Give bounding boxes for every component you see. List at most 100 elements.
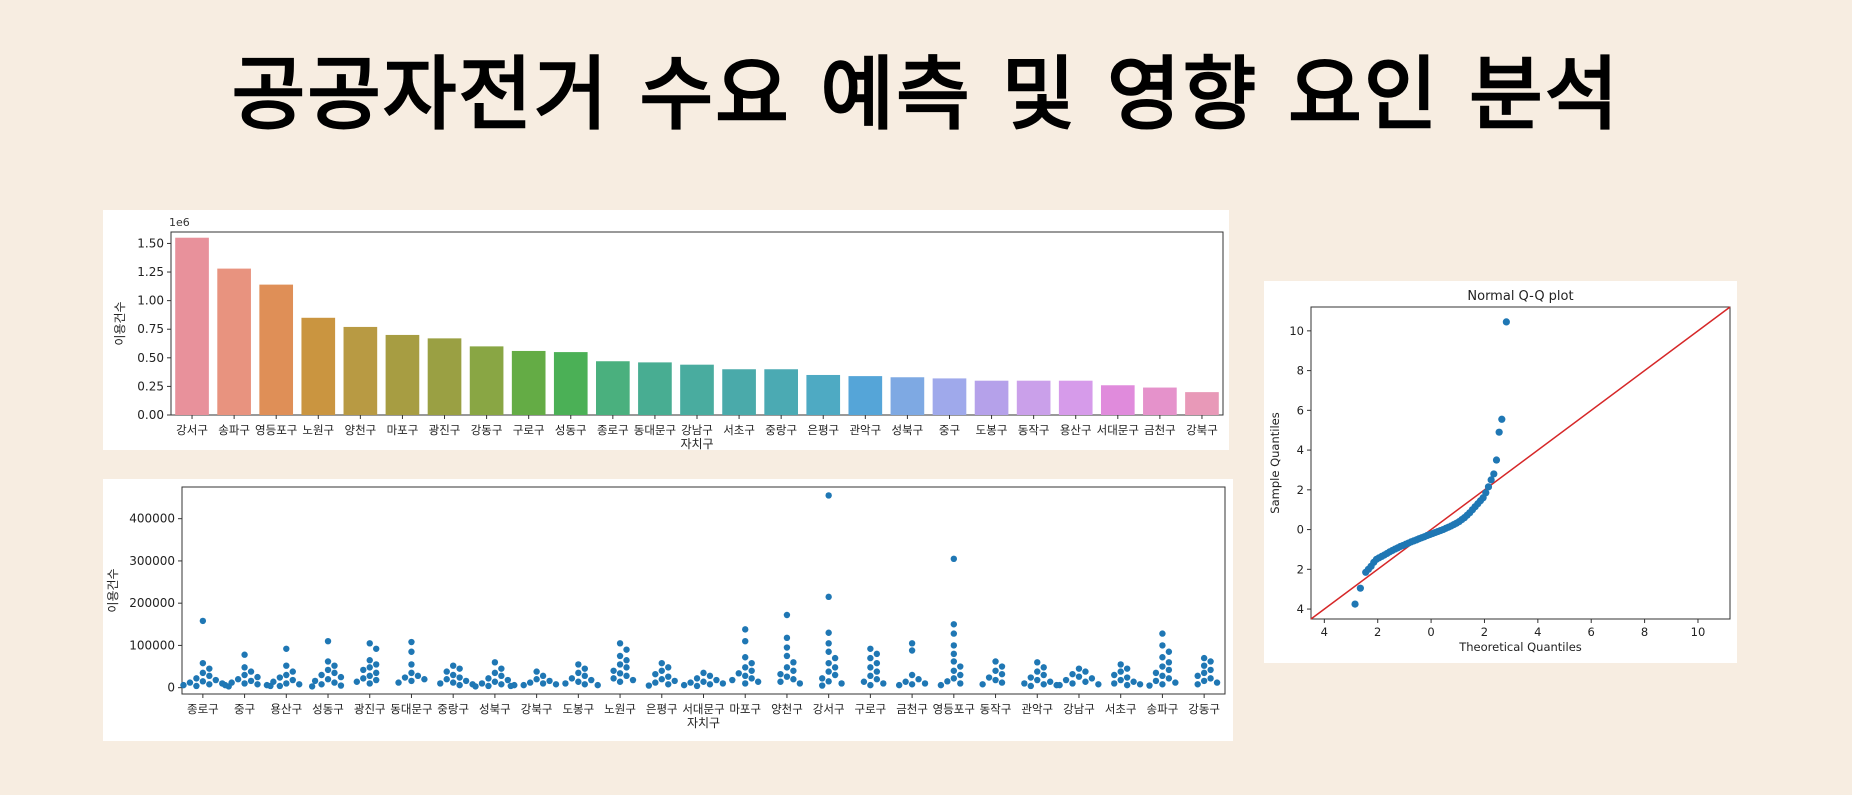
swarm-x-axis-label: 자치구: [687, 716, 720, 730]
bar-x-tick-label: 노원구: [302, 423, 334, 437]
swarm-point: [783, 644, 791, 651]
swarm-point: [247, 668, 255, 675]
swarm-point: [296, 681, 303, 688]
swarm-point: [533, 668, 540, 675]
swarm-point: [992, 667, 999, 674]
swarm-point: [1146, 682, 1153, 689]
bar-x-tick-label: 관악구: [849, 423, 881, 437]
swarm-point: [998, 679, 1006, 686]
swarm-point: [735, 670, 742, 677]
swarm-point: [437, 680, 444, 687]
swarm-chart: 0 100000 200000 300000 400000 종로구 중구 용산구 성동구 광진구 동…: [106, 486, 1226, 730]
swarm-point: [1200, 654, 1208, 662]
swarm-x-tick-label: 관악구: [1021, 702, 1053, 716]
swarm-point: [742, 654, 749, 661]
bar: [217, 268, 251, 415]
swarm-point: [241, 680, 248, 687]
bar-x-tick-label: 양천구: [344, 423, 376, 437]
swarm-point: [324, 658, 332, 665]
swarm-point: [337, 682, 345, 689]
swarm-point: [539, 680, 547, 687]
swarm-point: [729, 676, 736, 684]
swarm-point: [950, 658, 958, 665]
swarm-x-tick-label: 중랑구: [437, 702, 469, 716]
swarm-point: [507, 682, 514, 690]
swarm-point: [742, 672, 749, 680]
bar-x-tick-label: 성동구: [555, 423, 587, 437]
swarm-point: [873, 650, 881, 658]
swarm-point: [443, 676, 450, 683]
bar: [890, 377, 925, 415]
swarm-point: [860, 678, 868, 685]
swarm-point: [449, 671, 457, 679]
bar-y-axis-label: 이용건수: [113, 301, 127, 345]
swarm-point: [1034, 668, 1041, 675]
qq-point: [1351, 600, 1359, 608]
swarm-point: [193, 675, 200, 682]
swarm-point: [783, 673, 791, 680]
swarm-point: [456, 665, 463, 672]
bar: [764, 369, 798, 415]
swarm-point: [318, 671, 325, 679]
qq-y-tick-label: 10: [1289, 324, 1304, 338]
swarm-point: [873, 668, 881, 675]
swarm-point: [395, 679, 402, 686]
swarm-point: [719, 680, 727, 687]
swarm-point: [414, 672, 422, 680]
qq-point: [1495, 428, 1503, 436]
bar-scale-label: 1e6: [169, 216, 190, 229]
swarm-point: [594, 681, 601, 689]
swarm-point: [1069, 670, 1076, 678]
swarm-point: [456, 681, 463, 689]
bar-x-tick-label: 강북구: [1186, 423, 1218, 437]
swarm-x-tick-label: 성동구: [312, 702, 344, 716]
swarm-point: [283, 671, 290, 679]
swarm-point: [819, 675, 826, 682]
swarm-point: [895, 681, 903, 689]
swarm-point: [324, 666, 332, 674]
swarm-point: [867, 681, 874, 689]
swarm-x-tick-label: 강서구: [813, 702, 845, 716]
swarm-x-tick-label: 종로구: [187, 702, 219, 716]
swarm-point: [485, 682, 492, 690]
swarm-point: [700, 669, 707, 677]
swarm-x-tick-label: 강남구: [1063, 702, 1095, 716]
bar-y-tick-label: 0.25: [137, 379, 164, 393]
swarm-point: [1159, 663, 1166, 670]
swarm-point: [950, 630, 958, 637]
bar: [722, 369, 756, 415]
swarm-y-axis-label: 이용건수: [106, 568, 120, 612]
qq-plot-frame: [1310, 306, 1731, 620]
bar-y-tick-label: 1.00: [137, 294, 164, 308]
swarm-point: [228, 679, 235, 686]
swarm-point: [373, 676, 380, 684]
qq-y-tick-label: 4: [1297, 602, 1304, 616]
swarm-x-tick-label: 도봉구: [562, 702, 594, 716]
swarm-point: [449, 662, 457, 669]
bar-x-tick-label: 용산구: [1060, 423, 1092, 437]
swarm-x-tick-label: 동대문구: [390, 702, 432, 716]
bar-x-tick-label: 서초구: [723, 423, 755, 437]
qq-point: [1492, 456, 1501, 464]
swarm-point: [206, 665, 213, 672]
swarm-point: [456, 674, 463, 681]
swarm-point: [324, 637, 332, 645]
swarm-point: [957, 663, 964, 670]
swarm-point: [241, 664, 248, 671]
qq-y-tick-label: 2: [1297, 483, 1304, 497]
bar-y-tick-label: 0.75: [137, 322, 164, 336]
swarm-point: [1200, 669, 1208, 677]
swarm-point: [950, 650, 958, 658]
swarm-point: [520, 681, 527, 689]
swarm-point: [908, 681, 916, 688]
swarm-point: [1123, 681, 1131, 689]
bar-x-tick-label: 강동구: [471, 423, 503, 437]
swarm-point: [908, 640, 916, 647]
swarm-point: [575, 661, 582, 668]
swarm-point: [819, 682, 826, 689]
swarm-point: [610, 675, 617, 682]
qq-chart-panel: Normal Q-Q plot 4 2 0 2 4 6 8 10 4 2 0 2 4 6 8 10 Theoret…: [1264, 281, 1737, 663]
swarm-point: [937, 681, 945, 689]
swarm-point: [247, 677, 255, 685]
swarm-point: [186, 679, 194, 686]
